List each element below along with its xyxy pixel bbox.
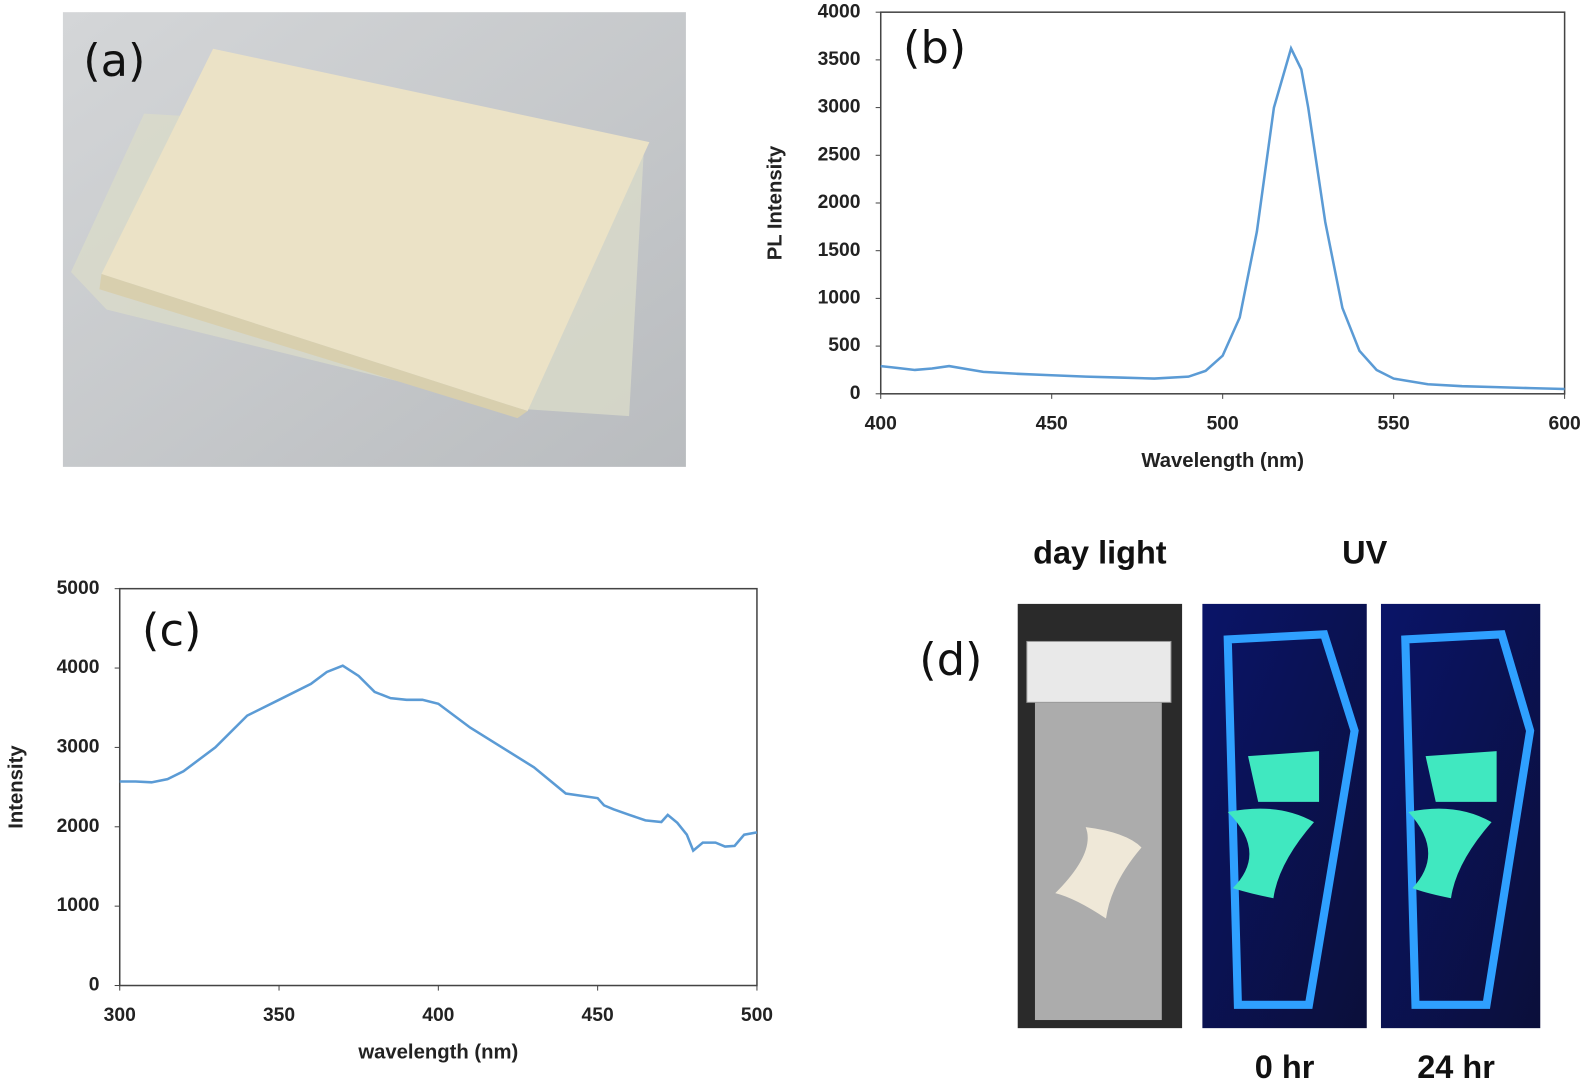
line [119,664,758,853]
y-tick-label: 4000 [57,657,100,678]
y-tick-label: 1000 [57,895,100,916]
y-tick-label: 2000 [818,192,861,213]
x-tick-label: 350 [263,1005,295,1026]
x-tick-label: 500 [741,1005,773,1026]
y-tick-label: 500 [828,335,860,356]
x-tick-label: 400 [865,413,897,434]
caption: 24 hr [1417,1049,1495,1085]
x-tick-label: 450 [1036,413,1068,434]
caption: UV [1342,534,1387,570]
y-tick-label: 0 [89,975,100,996]
x-tick-label: 300 [104,1005,136,1026]
caption: 0 hr [1255,1049,1315,1085]
caption: day light [1033,534,1167,570]
x-axis-label: wavelength (nm) [357,1042,518,1064]
y-axis-label: Intensity [5,745,27,829]
x-tick-label: 500 [1207,413,1239,434]
x-tick-label: 550 [1378,413,1410,434]
photo-d: (d) day light UV 0 hr 24 hr [919,534,1541,1085]
photo-a: (a) [62,12,686,467]
y-tick-label: 2000 [57,816,100,837]
x-tick-label: 600 [1549,413,1581,434]
y-tick-label: 4000 [818,1,861,22]
panel-label: (c) [142,605,201,657]
y-tick-label: 3000 [57,737,100,758]
y-tick-label: 1500 [818,240,861,261]
panel-label: (b) [903,22,966,74]
y-tick-label: 5000 [57,578,100,599]
y-tick-label: 3000 [818,97,861,118]
x-axis-label: Wavelength (nm) [1141,450,1304,472]
y-tick-label: 1000 [818,287,861,308]
y-tick-label: 2500 [818,144,861,165]
plot-area [118,587,758,987]
y-axis-label: PL Intensity [764,145,786,260]
panel-label: (d) [919,634,982,686]
x-tick-label: 400 [422,1005,454,1026]
panel-label: (a) [83,35,145,87]
plot-area [879,11,1566,395]
line [880,44,1565,391]
y-tick-label: 0 [850,383,861,404]
y-tick-label: 3500 [818,49,861,70]
x-tick-label: 450 [582,1005,614,1026]
